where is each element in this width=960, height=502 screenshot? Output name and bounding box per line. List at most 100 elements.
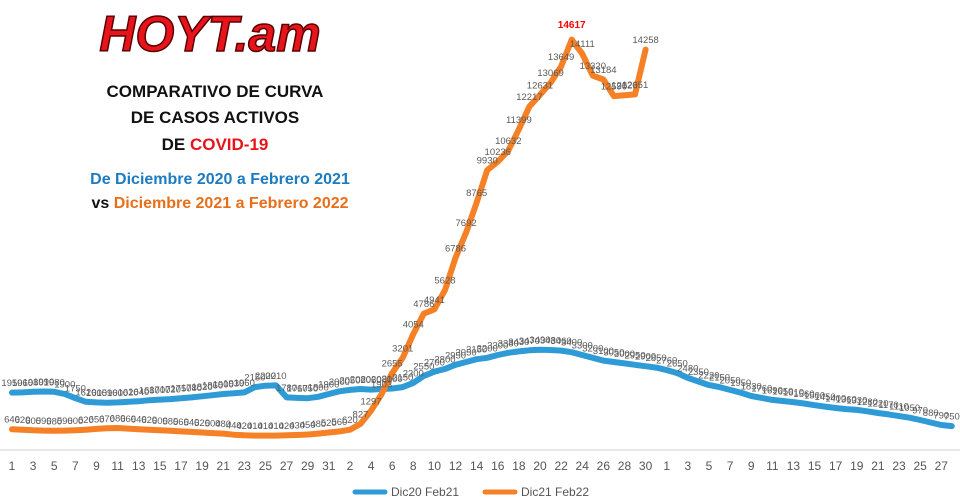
data-label: 12620	[611, 81, 637, 92]
data-label: 2550	[413, 361, 434, 372]
data-label: 590	[36, 416, 52, 427]
x-tick-label: 2	[347, 459, 354, 473]
x-tick-label: 31	[322, 459, 336, 473]
data-label: 970	[912, 405, 928, 416]
data-label: 11399	[506, 115, 532, 126]
data-label: 4786	[413, 299, 434, 310]
data-label: 9930	[477, 156, 498, 167]
x-tick-label: 5	[706, 459, 713, 473]
data-label: 2080	[371, 375, 392, 386]
x-tick-label: 11	[766, 459, 779, 473]
data-label: 1600	[107, 388, 128, 399]
data-label: 1330	[846, 395, 867, 406]
data-label: 1780	[181, 383, 202, 394]
data-label: 410	[247, 421, 263, 432]
data-label: 1690	[762, 385, 783, 396]
data-label: 3201	[392, 343, 413, 354]
data-label: 2950	[445, 350, 466, 361]
x-tick-label: 20	[533, 459, 547, 473]
x-tick-label: 27	[935, 459, 949, 473]
data-label: 1400	[825, 393, 846, 404]
data-label: 520	[321, 418, 337, 429]
data-label: 1860	[202, 381, 223, 392]
title-line: COMPARATIVO DE CURVA	[107, 82, 324, 101]
data-label: 620	[342, 415, 358, 426]
data-label: 1950	[1, 378, 22, 389]
data-label: 1640	[128, 387, 149, 398]
data-label: 600	[152, 416, 168, 427]
data-label: 3300	[487, 341, 508, 352]
series	[9, 36, 649, 439]
data-label: 3200	[582, 343, 603, 354]
x-tick-label: 6	[389, 459, 396, 473]
data-label: 13069	[537, 68, 563, 79]
subtitle-line: vs Diciembre 2021 a Febrero 2022	[91, 195, 348, 212]
title-line: DE COVID-19	[162, 135, 269, 154]
data-label: 12631	[527, 80, 553, 91]
data-label: 2850	[646, 353, 667, 364]
data-label: 1980	[23, 377, 44, 388]
data-label: 10632	[495, 136, 521, 147]
data-label: 1960	[234, 378, 255, 389]
legend-label: Dic20 Feb21	[391, 485, 459, 499]
data-label: 2100	[382, 374, 403, 385]
x-tick-label: 7	[72, 459, 79, 473]
data-label: 1297	[360, 396, 381, 407]
data-label: 580	[46, 416, 62, 427]
x-tick-label: 23	[238, 459, 252, 473]
data-label: 430	[289, 421, 305, 432]
data-label: 580	[162, 416, 178, 427]
data-label: 620	[78, 415, 94, 426]
x-tick-label: 1	[9, 459, 16, 473]
data-label: 1450	[815, 392, 836, 403]
data-label: 2080	[350, 375, 371, 386]
data-label: 2060	[360, 375, 381, 386]
data-label: 7692	[456, 218, 477, 229]
data-label: 13320	[580, 61, 606, 72]
data-label: 2760	[656, 356, 677, 367]
data-label: 14111	[570, 39, 595, 50]
subtitle-part: Diciembre 2021 a Febrero 2022	[114, 195, 349, 212]
title-part: COVID-19	[190, 135, 268, 154]
x-tick-label: 3	[684, 459, 691, 473]
data-label: 1900	[213, 380, 234, 391]
data-label: 500	[205, 419, 221, 430]
data-label: 1960	[12, 378, 33, 389]
x-tick-label: 8	[410, 459, 417, 473]
data-label: 1280	[857, 397, 878, 408]
data-label: 3100	[593, 346, 614, 357]
x-tick-label: 18	[512, 459, 526, 473]
data-label: 3050	[603, 347, 624, 358]
data-label: 3460	[551, 336, 572, 347]
data-label: 480	[215, 419, 231, 430]
data-label: 590	[57, 416, 73, 427]
data-label: 1760	[287, 383, 308, 394]
x-tick-label: 12	[449, 459, 463, 473]
data-label: 480	[310, 419, 326, 430]
x-tick-label: 9	[93, 459, 100, 473]
data-label: 1500	[804, 391, 825, 402]
data-label: 1900	[318, 380, 339, 391]
data-label: 2655	[382, 359, 403, 370]
data-label: 2000	[329, 377, 350, 388]
data-label: 4054	[403, 320, 424, 331]
data-label: 410	[258, 421, 274, 432]
line	[9, 36, 649, 439]
x-tick-label: 16	[491, 459, 505, 473]
x-tick-label: 15	[153, 459, 167, 473]
data-label: 660	[120, 414, 136, 425]
data-label: 650	[89, 414, 105, 425]
logo: HOYT.am	[99, 6, 320, 62]
data-label: 600	[67, 416, 83, 427]
data-label: 620	[15, 415, 31, 426]
data-label: 3470	[519, 336, 540, 347]
x-tick-label: 4	[368, 459, 375, 473]
data-label: 1820	[192, 382, 213, 393]
data-label: 2650	[667, 359, 688, 370]
data-label: 1900	[54, 380, 75, 391]
data-label: 1950	[730, 378, 751, 389]
data-label: 1170	[878, 400, 898, 411]
data-label: 3150	[466, 345, 487, 356]
data-label: 1700	[149, 385, 170, 396]
x-tick-label: 3	[30, 459, 37, 473]
